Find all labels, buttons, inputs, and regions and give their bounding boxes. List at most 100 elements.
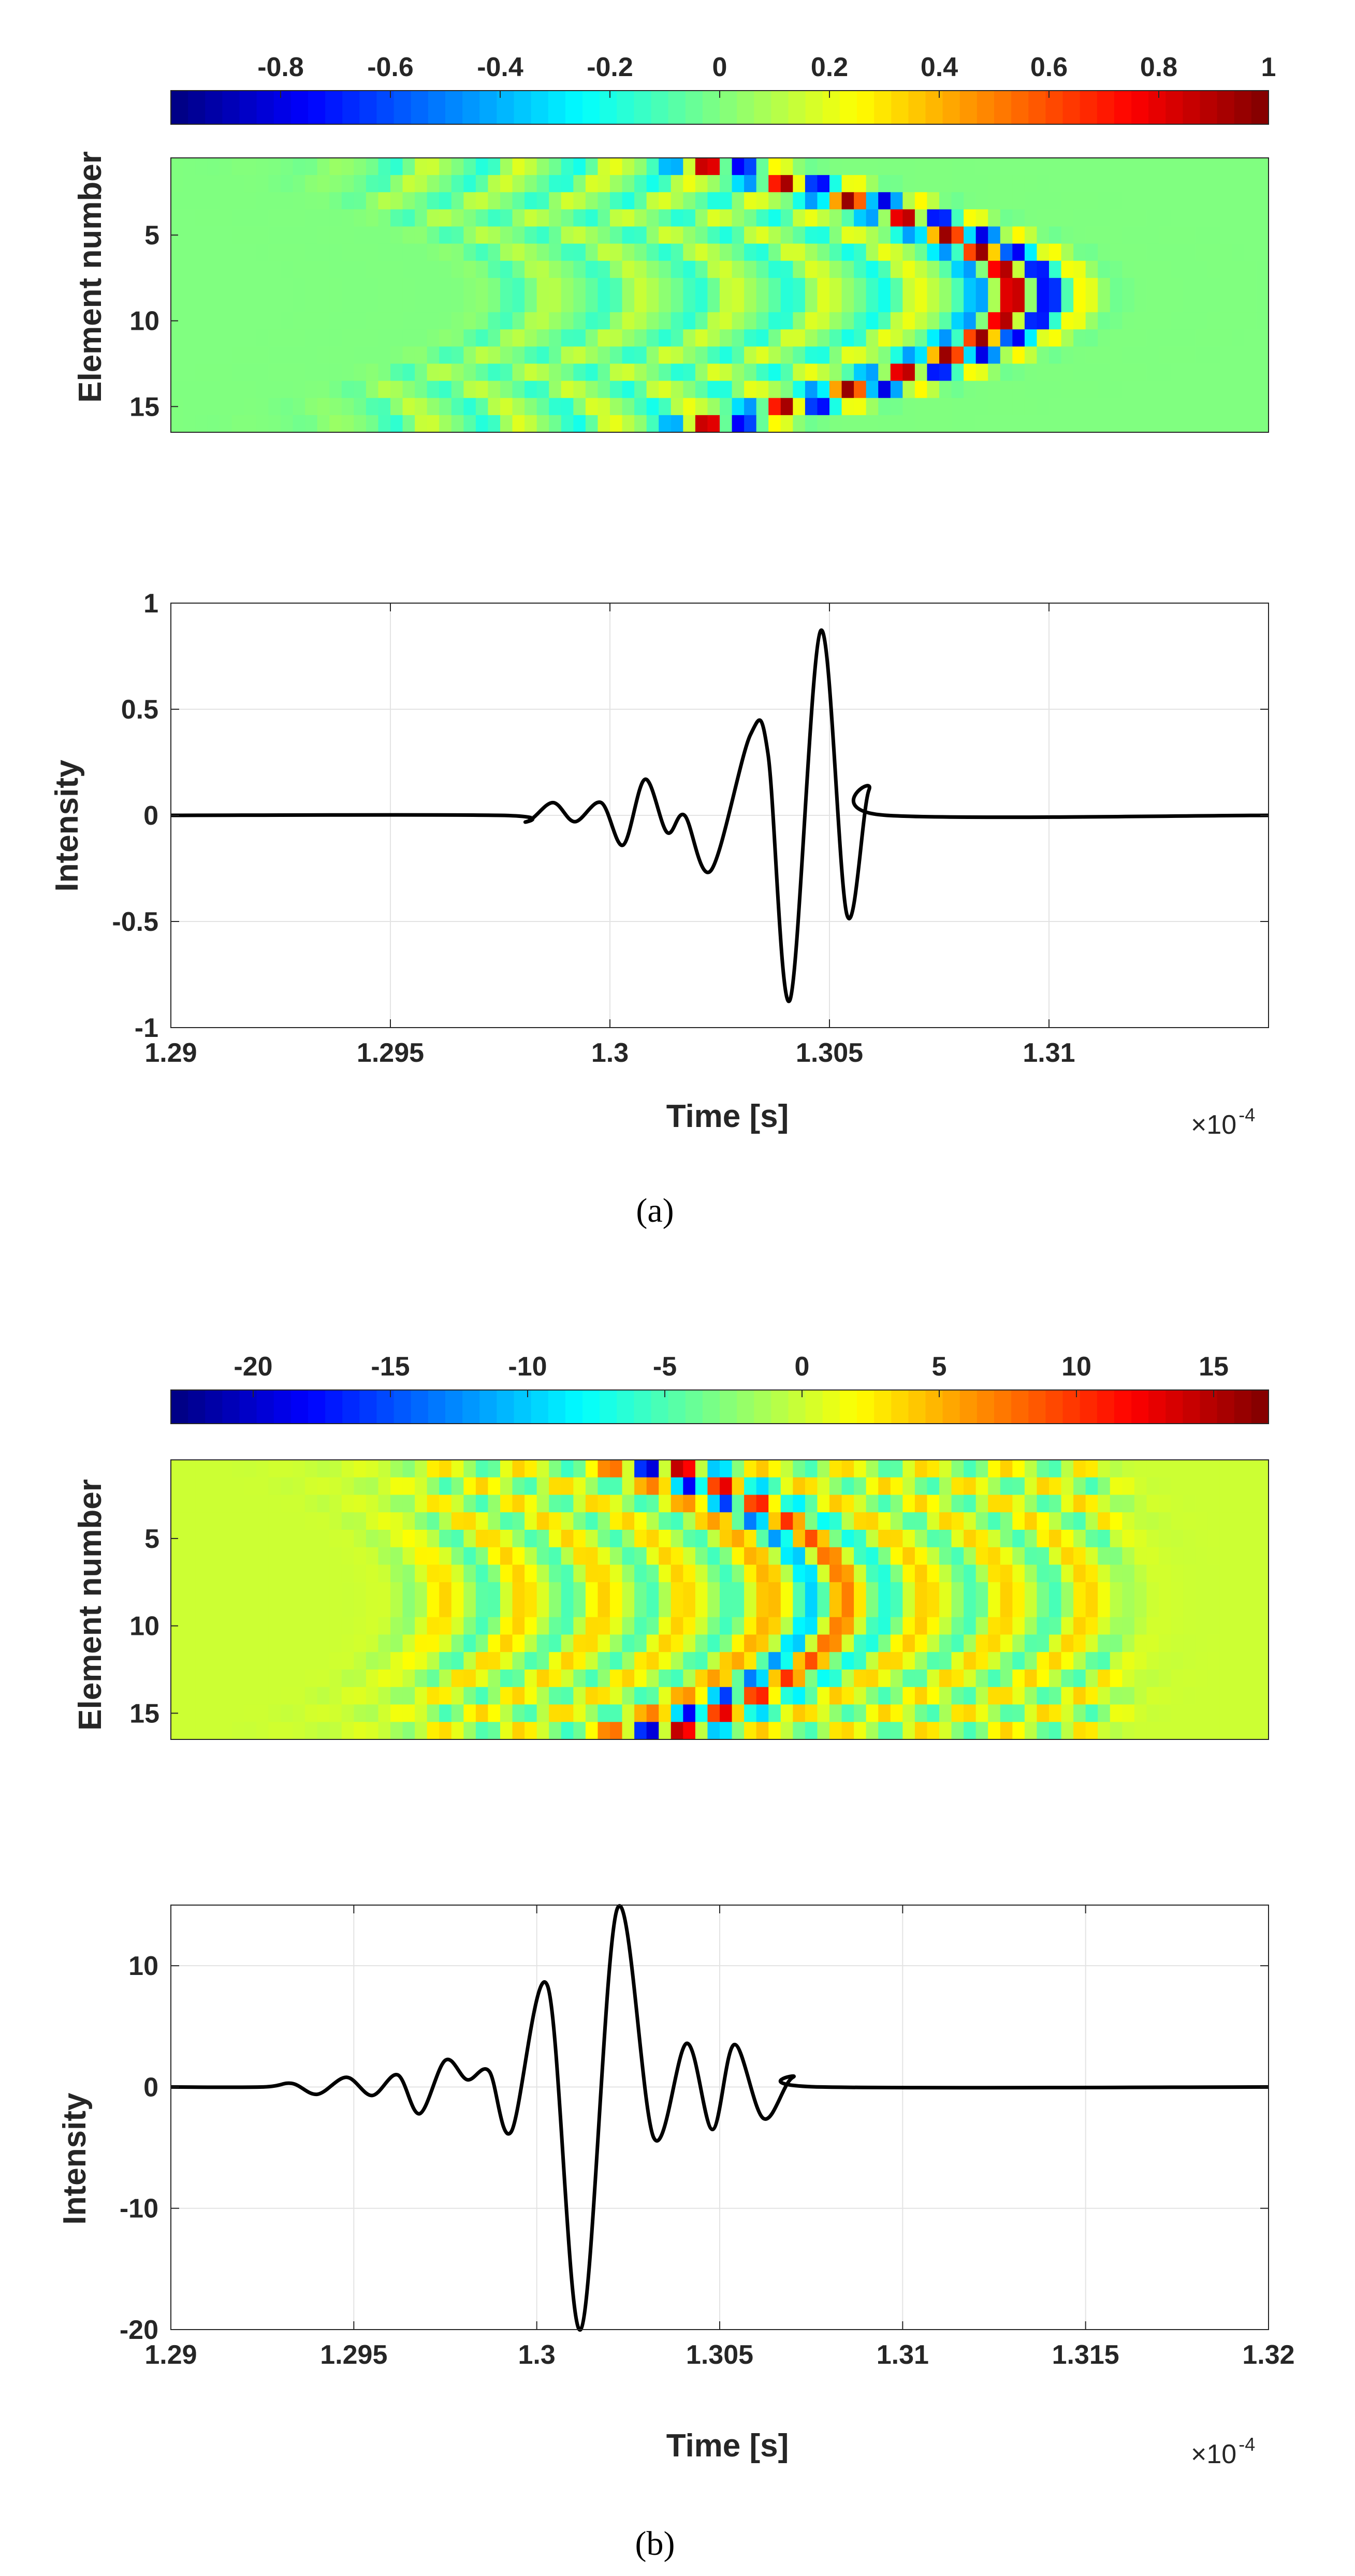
heatmap-cell <box>427 260 440 279</box>
heatmap-cell <box>1012 415 1025 433</box>
heatmap-cell <box>1146 346 1159 364</box>
heatmap-cell <box>1146 1564 1159 1583</box>
heatmap-cell <box>354 1547 367 1565</box>
heatmap-cell <box>793 260 806 279</box>
heatmap-cell <box>561 346 574 364</box>
heatmap-cell <box>390 1670 403 1688</box>
heatmap-cell <box>378 175 391 193</box>
heatmap-cell <box>683 415 696 433</box>
heatmap-cell <box>841 1722 854 1740</box>
heatmap-cell <box>1024 312 1038 330</box>
heatmap-cell <box>1061 1564 1074 1583</box>
heatmap-cell <box>317 415 330 433</box>
heatmap-cell <box>1073 346 1086 364</box>
heatmap-cell <box>231 1564 244 1583</box>
heatmap-cell <box>500 1477 513 1496</box>
heatmap-cell <box>854 1634 867 1652</box>
heatmap-cell <box>1159 346 1172 364</box>
heatmap-cell <box>207 1564 220 1583</box>
colorbar-cell <box>1165 1390 1183 1424</box>
heatmap-cell <box>281 1495 294 1513</box>
heatmap-cell <box>1244 277 1257 296</box>
heatmap-cell <box>341 226 354 244</box>
heatmap-cell <box>366 1495 379 1513</box>
heatmap-cell <box>1061 346 1074 364</box>
heatmap-cell <box>366 1600 379 1618</box>
heatmap-cell <box>829 312 842 330</box>
heatmap-cell <box>512 295 525 313</box>
heatmap-cell <box>1098 1530 1111 1548</box>
heatmap-cell <box>427 415 440 433</box>
heatmap-cell <box>1024 1512 1038 1530</box>
heatmap-cell <box>171 1512 184 1530</box>
heatmap-cell <box>244 346 257 364</box>
heatmap-cell <box>341 1617 354 1635</box>
heatmap-cell <box>756 295 769 313</box>
heatmap-cell <box>536 1512 549 1530</box>
heatmap-cell <box>329 1617 342 1635</box>
heatmap-cell <box>890 415 903 433</box>
heatmap-cell <box>317 295 330 313</box>
heatmap-cell <box>488 277 501 296</box>
heatmap-cell <box>854 380 867 399</box>
heatmap-cell <box>171 1634 184 1652</box>
heatmap-cell <box>463 192 476 210</box>
heatmap-cell <box>610 329 623 347</box>
heatmap-cell <box>841 277 854 296</box>
heatmap-cell <box>1012 329 1025 347</box>
heatmap-cell <box>964 363 977 382</box>
heatmap-cell <box>634 1564 647 1583</box>
heatmap-cell <box>1049 1547 1062 1565</box>
heatmap-cell <box>756 1670 769 1688</box>
heatmap-cell <box>975 1722 988 1740</box>
heatmap-cell <box>573 1670 586 1688</box>
heatmap-cell <box>793 1617 806 1635</box>
heatmap-cell <box>402 158 415 175</box>
heatmap-cell <box>354 1617 367 1635</box>
heatmap-cell <box>475 346 489 364</box>
heatmap-cell <box>732 363 745 382</box>
heatmap-cell <box>1159 312 1172 330</box>
heatmap-cell <box>598 175 610 193</box>
heatmap-cell <box>475 1634 489 1652</box>
heatmap-cell <box>536 312 549 330</box>
heatmap-cell <box>768 158 781 175</box>
heatmap-cell <box>951 1704 964 1722</box>
heatmap-cell <box>231 312 244 330</box>
heatmap-cell <box>1061 1547 1074 1565</box>
heatmap-cell <box>256 158 269 175</box>
heatmap-cell <box>244 1495 257 1513</box>
heatmap-cell <box>317 1617 330 1635</box>
heatmap-cell <box>317 398 330 416</box>
heatmap-cell <box>951 1652 964 1670</box>
heatmap-cell <box>854 243 867 261</box>
heatmap-cell <box>988 1670 1001 1688</box>
heatmap-cell <box>427 1634 440 1652</box>
heatmap-cell <box>622 1460 635 1478</box>
heatmap-cell <box>1085 1495 1098 1513</box>
heatmap-cell <box>646 1687 659 1705</box>
heatmap-cell <box>1098 226 1111 244</box>
heatmap-cell <box>659 1670 672 1688</box>
heatmap-cell <box>549 192 562 210</box>
heatmap-cell <box>500 158 513 175</box>
heatmap-cell <box>780 277 793 296</box>
heatmap-cell <box>1085 277 1098 296</box>
heatmap-cell <box>1098 1634 1111 1652</box>
heatmap-cell <box>695 1652 708 1670</box>
heatmap-cell <box>439 1634 452 1652</box>
heatmap-cell <box>756 158 769 175</box>
heatmap-cell <box>281 243 294 261</box>
heatmap-cell <box>707 1652 720 1670</box>
heatmap-cell <box>1012 1460 1025 1478</box>
heatmap-cell <box>536 380 549 399</box>
heatmap-cell <box>975 1460 988 1478</box>
heatmap-cell <box>659 312 672 330</box>
heatmap-cell <box>975 175 988 193</box>
heatmap-cell <box>463 329 476 347</box>
heatmap-cell <box>817 1582 830 1600</box>
heatmap-cell <box>683 312 696 330</box>
heatmap-cell <box>1024 226 1038 244</box>
heatmap-cell <box>475 243 489 261</box>
heatmap-cell <box>366 1670 379 1688</box>
